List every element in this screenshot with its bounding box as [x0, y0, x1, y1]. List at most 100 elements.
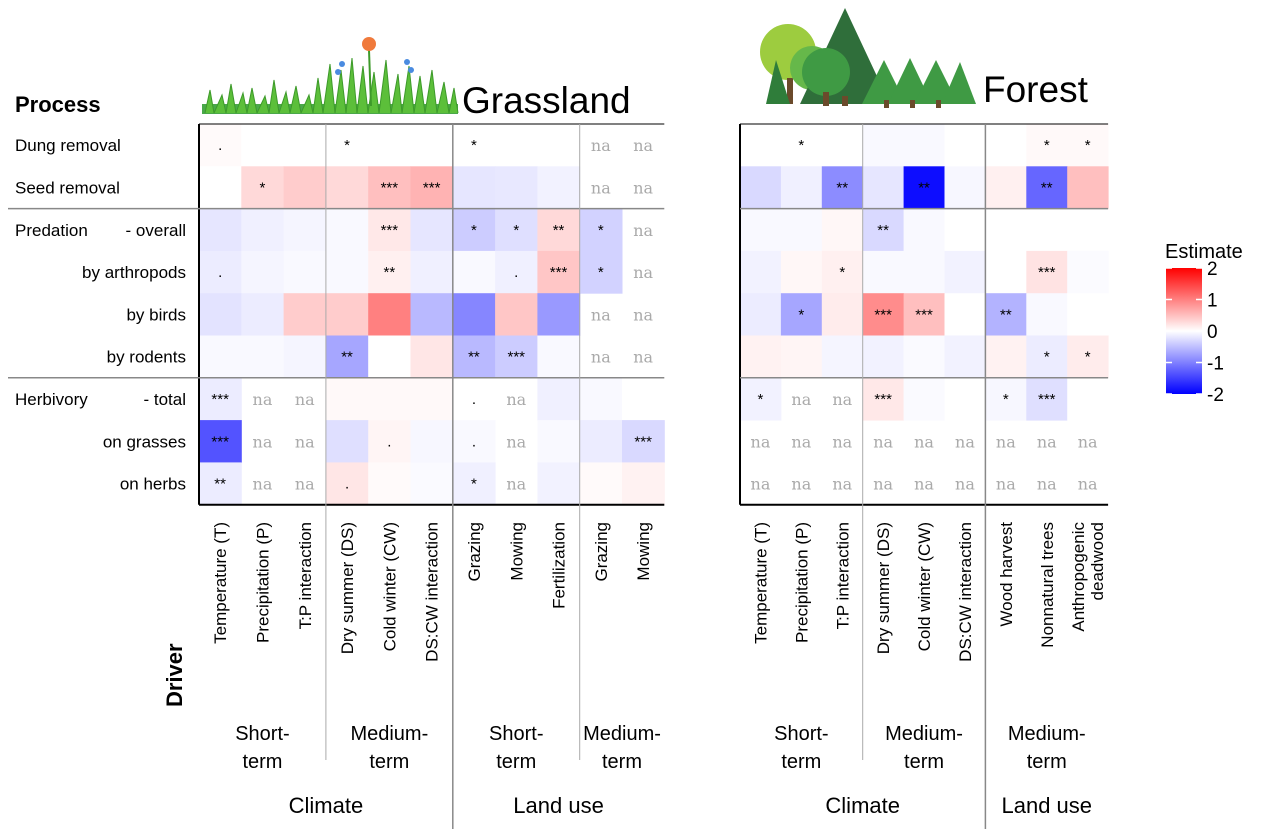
- heatmap-cell: [1067, 208, 1109, 252]
- heatmap-cell: [199, 335, 242, 379]
- heatmap-cell: [325, 166, 369, 210]
- heatmap-cell: [199, 250, 242, 294]
- na-label: na: [791, 432, 811, 451]
- heatmap-cell: [495, 124, 538, 167]
- na-label: na: [591, 178, 611, 197]
- heatmap-cell: [903, 293, 945, 336]
- significance-mark: ***: [381, 222, 399, 239]
- heatmap-cell: [780, 208, 823, 252]
- significance-mark: **: [836, 179, 848, 196]
- heatmap-cell: [241, 293, 285, 336]
- heatmap-cell: [862, 124, 905, 167]
- heatmap-cell: [1067, 250, 1109, 294]
- heatmap-cell: [1026, 166, 1068, 210]
- heatmap-cell: [410, 377, 454, 421]
- heatmap-cell: [325, 377, 369, 421]
- significance-mark: *: [798, 306, 804, 323]
- significance-mark: ***: [423, 179, 441, 196]
- heatmap-cell: [537, 462, 581, 506]
- heatmap-cell: [622, 420, 665, 463]
- na-label: na: [955, 475, 975, 494]
- heatmap-cell: [821, 250, 864, 294]
- heatmap-cell: [903, 166, 945, 210]
- column-label: Temperature (T): [211, 522, 230, 644]
- legend-tick-label: 0: [1207, 322, 1218, 343]
- na-label: na: [832, 390, 852, 409]
- heatmap-cell: [944, 208, 986, 252]
- heatmap-cell: [903, 335, 945, 379]
- significance-mark: **: [877, 222, 889, 239]
- column-label: Mowing: [634, 522, 653, 581]
- heatmap-cell: [985, 335, 1027, 379]
- y-axis-title: Process: [15, 92, 101, 117]
- heatmap-cell: [740, 377, 782, 421]
- heatmap-cell: [452, 293, 496, 336]
- heatmap-cell: [579, 250, 623, 294]
- column-label: Cold winter (CW): [915, 522, 934, 651]
- heatmap-cell: [622, 462, 665, 506]
- significance-mark: *: [598, 222, 604, 239]
- column-label: Wood harvest: [997, 522, 1016, 627]
- heatmap-cell: [537, 335, 581, 379]
- significance-mark: ***: [874, 306, 892, 323]
- heatmap-cell: [368, 124, 411, 167]
- heatmap-cell: [537, 420, 581, 463]
- heatmap-cell: [1067, 293, 1109, 336]
- group-label: Medium-: [350, 723, 428, 745]
- significance-mark: ***: [915, 306, 933, 323]
- significance-mark: *: [1085, 137, 1091, 154]
- heatmap-cell: [1026, 377, 1068, 421]
- heatmap-cell: [241, 208, 285, 252]
- na-label: na: [506, 475, 526, 494]
- significance-mark: ***: [634, 433, 652, 450]
- group-label: Medium-: [583, 723, 661, 745]
- significance-mark: ***: [381, 179, 399, 196]
- heatmap-cell: [368, 293, 411, 336]
- na-label: na: [295, 475, 315, 494]
- column-label: Nonnatural trees: [1038, 522, 1057, 648]
- group-label: Medium-: [885, 723, 963, 745]
- column-label: Precipitation (P): [792, 522, 811, 643]
- na-label: na: [253, 432, 273, 451]
- heatmap-cell: [241, 124, 285, 167]
- heatmap-cell: [368, 335, 411, 379]
- heatmap-cell: [410, 462, 454, 506]
- significance-mark: .: [514, 264, 518, 281]
- heatmap-cell: [199, 293, 242, 336]
- na-label: na: [633, 136, 653, 155]
- row-label: Predation: [15, 221, 88, 240]
- heatmap-cell: [1026, 293, 1068, 336]
- heatmap-cell: [1026, 335, 1068, 379]
- heatmap-cell: [780, 124, 823, 167]
- significance-mark: **: [553, 222, 565, 239]
- group-label: term: [242, 751, 282, 773]
- significance-mark: *: [471, 476, 477, 493]
- na-label: na: [633, 348, 653, 367]
- significance-mark: ***: [1038, 264, 1056, 281]
- na-label: na: [873, 475, 893, 494]
- heatmap-cell: [410, 208, 454, 252]
- na-label: na: [1078, 475, 1098, 494]
- panel-title-grassland: Grassland: [462, 80, 631, 121]
- heatmap-cell: [537, 208, 581, 252]
- heatmap-cell: [821, 293, 864, 336]
- heatmap-cell: [410, 250, 454, 294]
- na-label: na: [253, 390, 273, 409]
- heatmap-cell: [410, 293, 454, 336]
- heatmap-cell: [199, 166, 242, 210]
- heatmap-cell: [985, 208, 1027, 252]
- heatmap-cell: [740, 293, 782, 336]
- group-label: term: [1027, 751, 1067, 773]
- heatmap-cell: [452, 335, 496, 379]
- significance-mark: **: [468, 349, 480, 366]
- heatmap-cell: [452, 166, 496, 210]
- heatmap-cell: [495, 335, 538, 379]
- heatmap-cell: [199, 124, 242, 167]
- heatmap-cell: [579, 462, 623, 506]
- category-label: Land use: [1001, 793, 1092, 818]
- heatmap-cell: [283, 208, 327, 252]
- row-label: on herbs: [120, 475, 186, 494]
- row-label: by arthropods: [82, 263, 186, 282]
- heatmap-cell: [862, 250, 905, 294]
